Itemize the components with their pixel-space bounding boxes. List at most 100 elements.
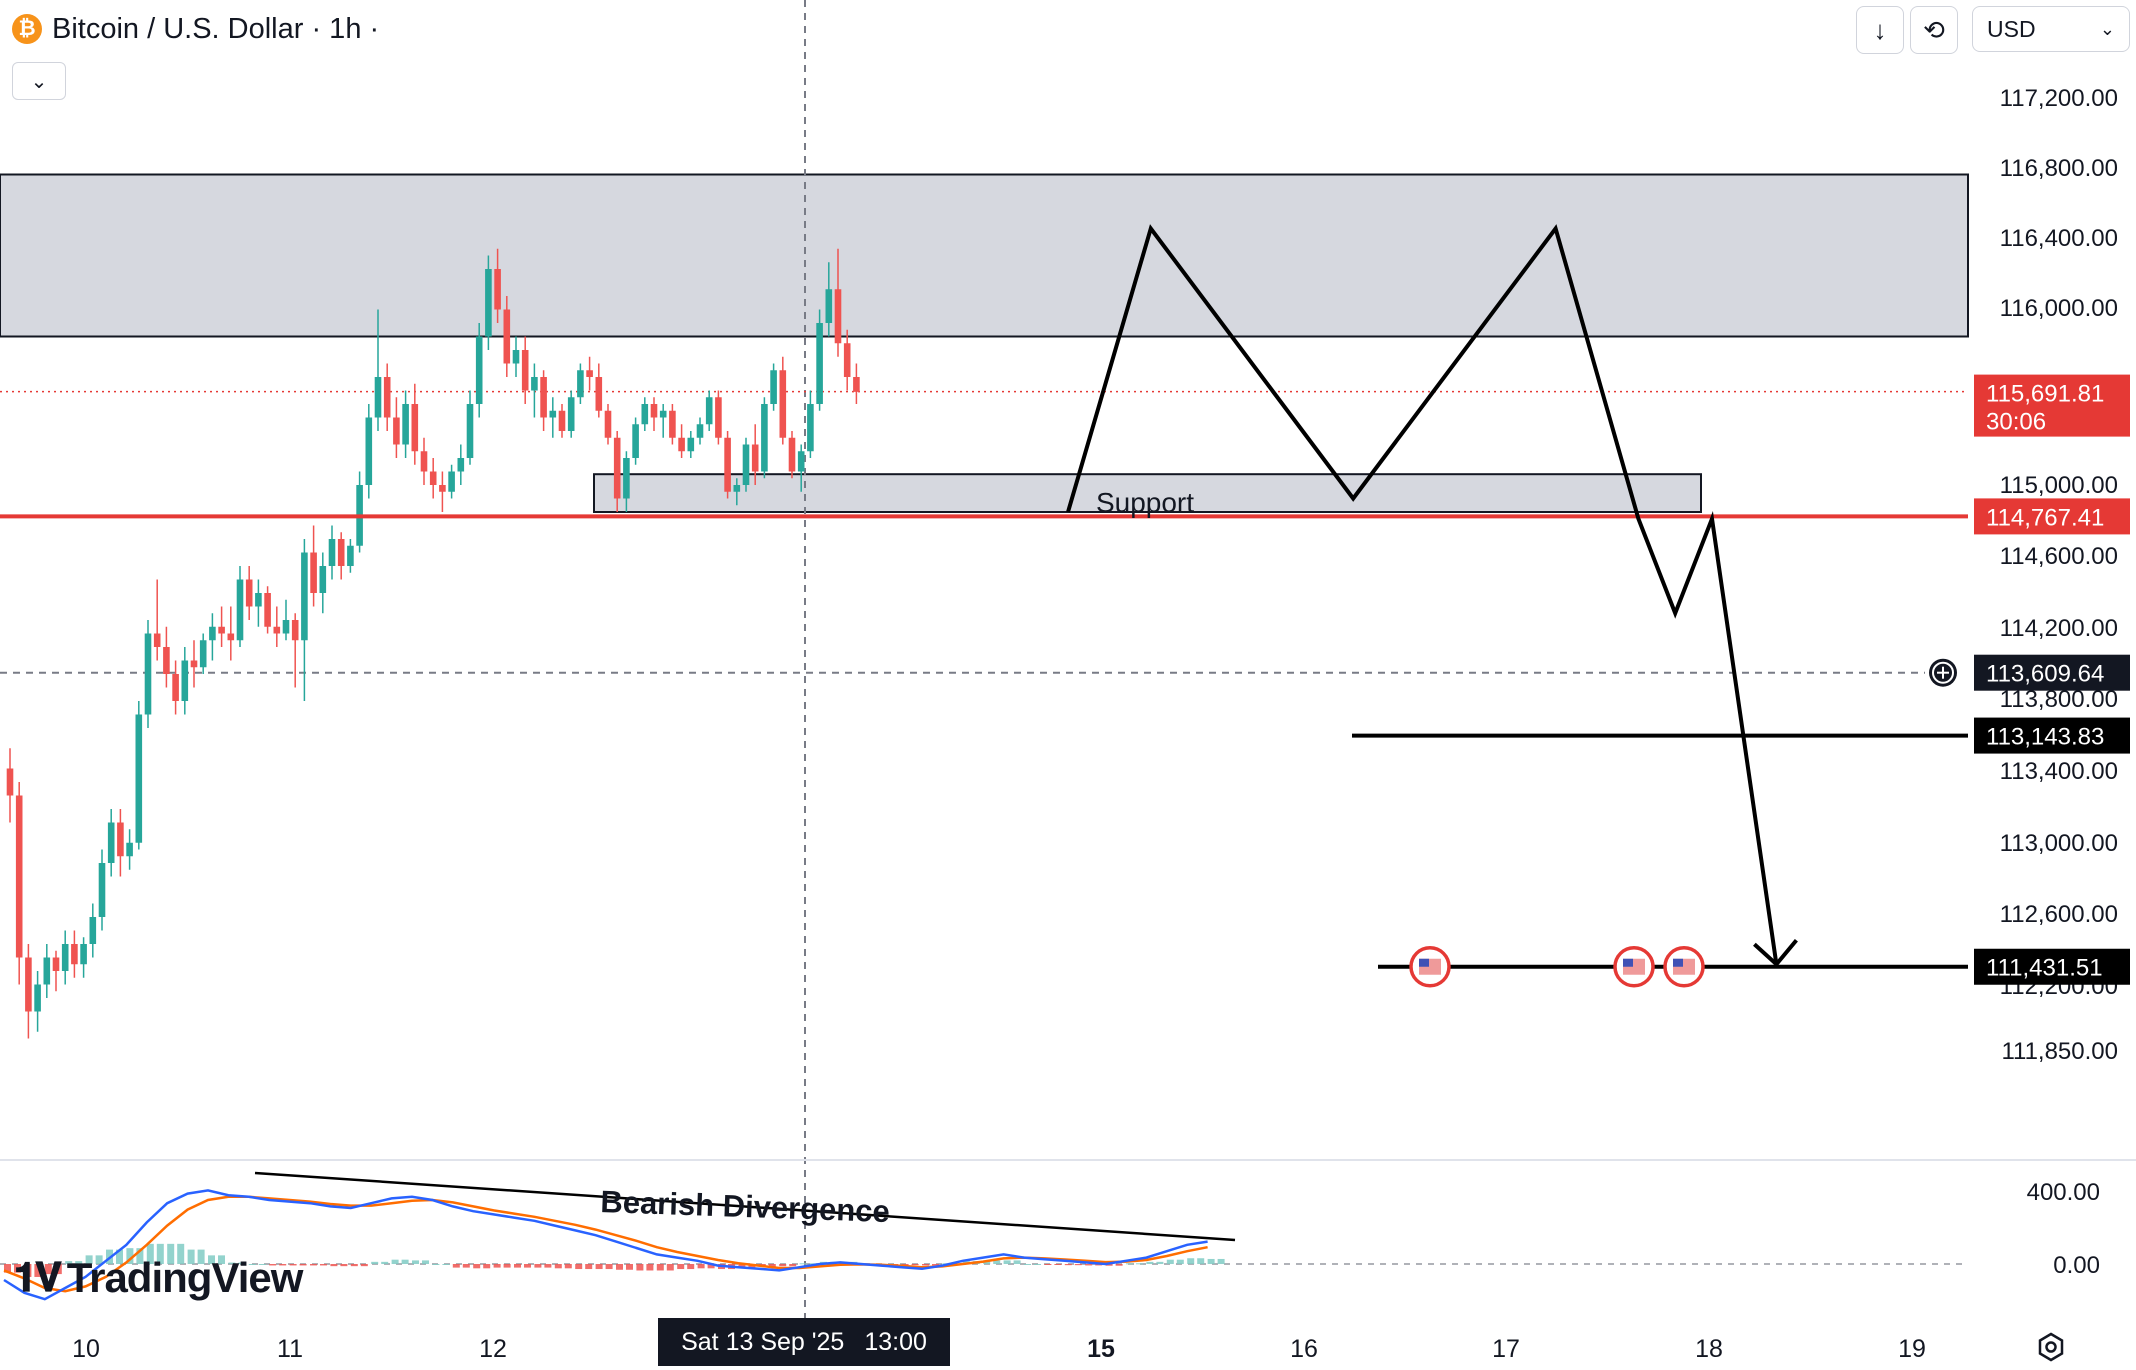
macd-histogram-bar (1207, 1258, 1215, 1264)
candle-body (531, 377, 538, 391)
crosshair-price-badge-bg (1974, 654, 2130, 691)
macd-histogram-bar (146, 1243, 154, 1264)
macd-histogram-bar (564, 1264, 572, 1269)
sync-button[interactable]: ⟲ (1910, 6, 1958, 54)
support-zone (593, 473, 1702, 514)
macd-histogram-bar (330, 1264, 338, 1267)
target-1-badge-text: 113,143.83 (1986, 724, 2104, 751)
macd-histogram-bar (310, 1264, 317, 1266)
candle-body (567, 397, 575, 431)
download-button[interactable]: ↓ (1856, 6, 1904, 54)
candle-body (595, 377, 603, 411)
flag-canton-icon (1673, 958, 1683, 967)
macd-histogram-bar (707, 1264, 715, 1269)
macd-histogram-bar (432, 1264, 440, 1265)
candle-body (98, 863, 106, 917)
time-tick-label: 17 (1492, 1335, 1520, 1363)
candle-body (218, 626, 225, 634)
candle-body (301, 552, 308, 641)
candle-body (172, 674, 179, 701)
candle-body (761, 404, 768, 472)
candle-body (788, 437, 796, 472)
macd-histogram-bar (585, 1264, 593, 1270)
candle-body (724, 437, 731, 492)
candle-body (549, 410, 557, 418)
resistance-zone (0, 173, 1969, 338)
candle-body (742, 444, 750, 485)
candle-body (733, 485, 741, 492)
macd-histogram-bar (391, 1259, 399, 1264)
candle-body (245, 579, 253, 607)
macd-histogram-bar (1013, 1260, 1021, 1264)
candle-body (613, 437, 621, 499)
price-tick-label: 111,850.00 (2001, 1038, 2118, 1065)
candle-body (255, 593, 262, 607)
candle-body (227, 633, 235, 641)
macd-histogram-bar (1126, 1263, 1133, 1265)
macd-histogram-bar (360, 1264, 368, 1267)
macd-histogram-bar (809, 1263, 817, 1265)
macd-histogram-bar (177, 1243, 185, 1264)
macd-histogram-bar (24, 1264, 32, 1277)
divergence-trendline (254, 1171, 1236, 1242)
macd-histogram-bar (738, 1264, 746, 1268)
macd-histogram-bar (218, 1255, 225, 1264)
macd-histogram-bar (197, 1249, 205, 1264)
candle-body (337, 539, 345, 566)
macd-histogram-bar (1176, 1259, 1184, 1264)
candle-body (632, 424, 639, 458)
support-label: Support (1096, 487, 1194, 518)
macd-histogram-bar (646, 1264, 654, 1271)
candle-body (586, 370, 593, 377)
macd-histogram-bar (677, 1264, 685, 1270)
price-tick-label: 116,400.00 (2000, 225, 2118, 252)
current-price-badge-text: 115,691.81 (1986, 381, 2104, 408)
macd-histogram-bar (993, 1260, 1001, 1264)
macd-histogram-bar (493, 1264, 501, 1268)
macd-histogram-bar (616, 1264, 623, 1270)
candle-body (365, 417, 373, 485)
tradingview-logo[interactable]: 𝟏𝐕 TradingView (14, 1254, 304, 1302)
levels-layer (0, 514, 1968, 969)
macd-histogram-bar (350, 1264, 358, 1267)
candle-body (807, 404, 814, 452)
macd-histogram-bar (534, 1264, 542, 1268)
macd-histogram-bar (656, 1264, 664, 1271)
macd-histogram-bar (1146, 1261, 1154, 1264)
macd-histogram-bar (126, 1248, 134, 1264)
candle-body (61, 944, 69, 971)
collapse-legend-button[interactable]: ⌄ (12, 62, 66, 100)
candle-body (659, 410, 667, 418)
candle-body (843, 343, 851, 377)
candle-body (25, 957, 32, 1012)
pattern-layer (1066, 224, 1798, 968)
candles-layer (6, 248, 860, 1039)
candle-body (34, 984, 41, 1012)
macd-histogram-bar (401, 1259, 409, 1264)
macd-histogram-bar (1064, 1264, 1072, 1266)
settings-icon[interactable] (2034, 1330, 2068, 1364)
tradingview-logo-text: TradingView (66, 1254, 304, 1301)
candle-body (6, 768, 14, 796)
candle-body (853, 377, 860, 392)
candle-body (779, 370, 787, 438)
candle-body (770, 370, 777, 404)
macd-histogram-bar (167, 1243, 175, 1264)
price-tick-label: 115,000.00 (2000, 472, 2118, 499)
candle-body (126, 842, 133, 857)
candle-body (577, 370, 584, 398)
candle-body (117, 822, 124, 857)
candle-body (751, 444, 759, 472)
macd-histogram-bar (156, 1243, 164, 1264)
currency-select[interactable]: USD ⌄ (1972, 6, 2130, 52)
candle-body (475, 336, 483, 404)
candle-body (558, 410, 566, 431)
candle-body (604, 410, 612, 438)
zones-layer (0, 173, 1969, 514)
red-level-badge-text: 114,767.41 (1986, 504, 2104, 531)
macd-histogram-bar (75, 1261, 83, 1264)
candle-body (43, 957, 51, 985)
macd-histogram-bar (187, 1249, 195, 1264)
symbol-title[interactable]: Bitcoin / U.S. Dollar · 1h · (52, 12, 380, 45)
